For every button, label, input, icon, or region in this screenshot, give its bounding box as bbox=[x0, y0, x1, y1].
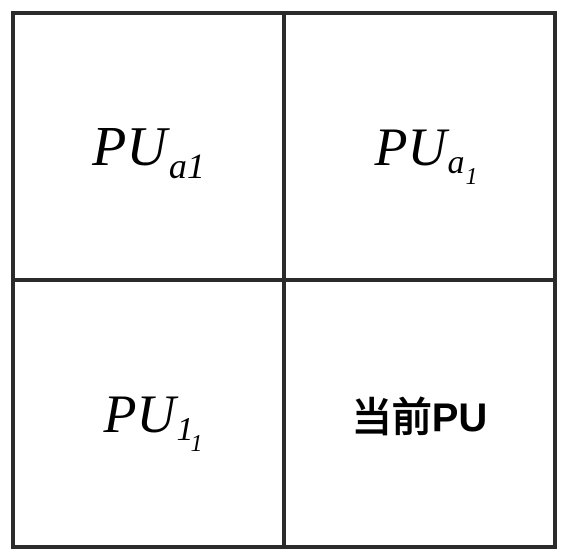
main-bl: PU bbox=[104, 383, 176, 445]
label-top-left: PU a1 bbox=[92, 115, 205, 179]
pu-grid: PU a1 PU a 1 PU 1 1 当前PU bbox=[11, 11, 557, 549]
main-tr: PU bbox=[375, 116, 447, 178]
br-cjk: 当前 bbox=[352, 396, 432, 440]
br-latin: PU bbox=[432, 396, 488, 440]
cell-top-left: PU a1 bbox=[13, 13, 284, 280]
cell-bottom-right: 当前PU bbox=[284, 280, 555, 547]
subsub-tr: 1 bbox=[465, 164, 477, 191]
sub-tr-text: a bbox=[447, 144, 464, 181]
cell-bottom-left: PU 1 1 bbox=[13, 280, 284, 547]
sub-tr: a 1 bbox=[447, 144, 464, 182]
label-bottom-left: PU 1 1 bbox=[104, 383, 194, 445]
label-bottom-right: 当前PU bbox=[352, 385, 488, 443]
label-top-right: PU a 1 bbox=[375, 116, 465, 178]
cell-top-right: PU a 1 bbox=[284, 13, 555, 280]
sub-bl: 1 1 bbox=[176, 411, 193, 449]
sub-tl: a1 bbox=[169, 145, 205, 187]
main-tl: PU bbox=[92, 115, 167, 179]
subsub-bl: 1 bbox=[190, 431, 202, 458]
